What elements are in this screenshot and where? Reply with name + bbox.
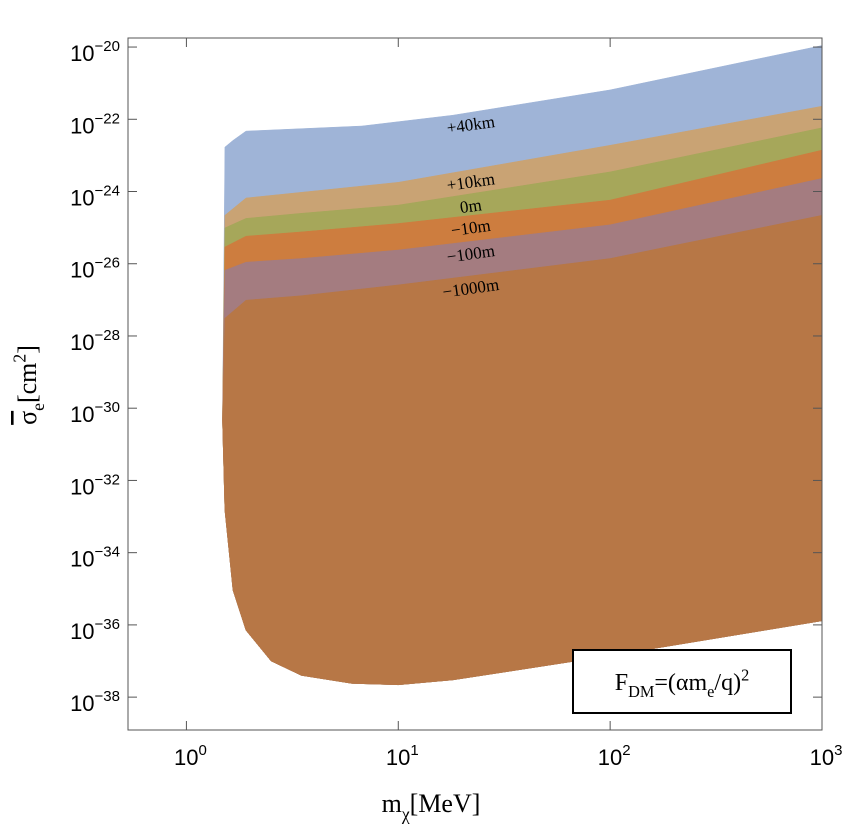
text-part: F (615, 670, 628, 696)
text-part: e (707, 682, 714, 701)
tick-label: 10−28 (70, 327, 120, 355)
text-part: DM (628, 682, 655, 701)
tick-exponent: −34 (95, 544, 120, 561)
tick-exponent: 1 (410, 742, 418, 759)
x-axis-label: mχ[MeV] (382, 789, 481, 824)
axes: 100 101 102 10310−2010−2210−2410−2610−2810−… (10, 38, 843, 824)
tick-exponent: −22 (95, 110, 120, 127)
tick-label: 10−22 (70, 110, 120, 138)
tick-base: 10 (70, 547, 94, 572)
tick-exponent: −20 (95, 38, 120, 55)
text-part: 2 (10, 354, 30, 363)
text-part: [cm (13, 363, 42, 403)
tick-base: 10 (70, 330, 94, 355)
tick-base: 10 (70, 113, 94, 138)
tick-exponent: −32 (95, 471, 120, 488)
tick-label: 100 (174, 742, 207, 770)
text-part: 2 (741, 665, 749, 684)
tick-exponent: 3 (834, 742, 842, 759)
band (222, 214, 823, 686)
tick-base: 10 (70, 258, 94, 283)
tick-exponent: −30 (95, 399, 120, 416)
tick-exponent: −38 (95, 688, 120, 705)
tick-base: 10 (70, 186, 94, 211)
tick-base: 10 (810, 745, 834, 770)
text-part: σ (13, 411, 42, 425)
tick-label: 10−24 (70, 183, 120, 211)
plot-frame (127, 37, 823, 731)
areas (222, 45, 823, 686)
tick-label: 103 (810, 742, 843, 770)
tick-label: 102 (598, 742, 631, 770)
tick-label: 10−32 (70, 471, 120, 499)
tick-label: 10−20 (70, 38, 120, 66)
tick-exponent: −36 (95, 616, 120, 633)
tick-base: 10 (386, 745, 410, 770)
tick-base: 10 (70, 41, 94, 66)
text-part: =(αm (654, 670, 707, 696)
tick-label: 10−36 (70, 616, 120, 644)
band-label: 0m (459, 195, 483, 217)
tick-exponent: 0 (198, 742, 206, 759)
text-part: /q) (714, 670, 741, 696)
text-part: e (28, 403, 48, 411)
tick-base: 10 (70, 691, 94, 716)
text-part: ] (13, 345, 42, 354)
tick-base: 10 (70, 402, 94, 427)
tick-exponent: −26 (95, 255, 120, 272)
tick-exponent: 2 (622, 742, 630, 759)
tick-label: 101 (386, 742, 419, 770)
text-part: [MeV] (410, 789, 481, 818)
text-part: m (382, 789, 402, 818)
y-axis-label: σe[cm2] (10, 345, 48, 425)
tick-label: 10−26 (70, 255, 120, 283)
tick-label: 10−30 (70, 399, 120, 427)
tick-base: 10 (598, 745, 622, 770)
annotation-box (572, 649, 792, 714)
tick-exponent: −24 (95, 183, 120, 200)
text-part: χ (401, 804, 410, 824)
tick-label: 10−34 (70, 544, 120, 572)
tick-label: 10−38 (70, 688, 120, 716)
tick-base: 10 (174, 745, 198, 770)
tick-base: 10 (70, 619, 94, 644)
tick-exponent: −28 (95, 327, 120, 344)
tick-base: 10 (70, 474, 94, 499)
annotation: FDM=(αme/q)2 (615, 665, 750, 701)
